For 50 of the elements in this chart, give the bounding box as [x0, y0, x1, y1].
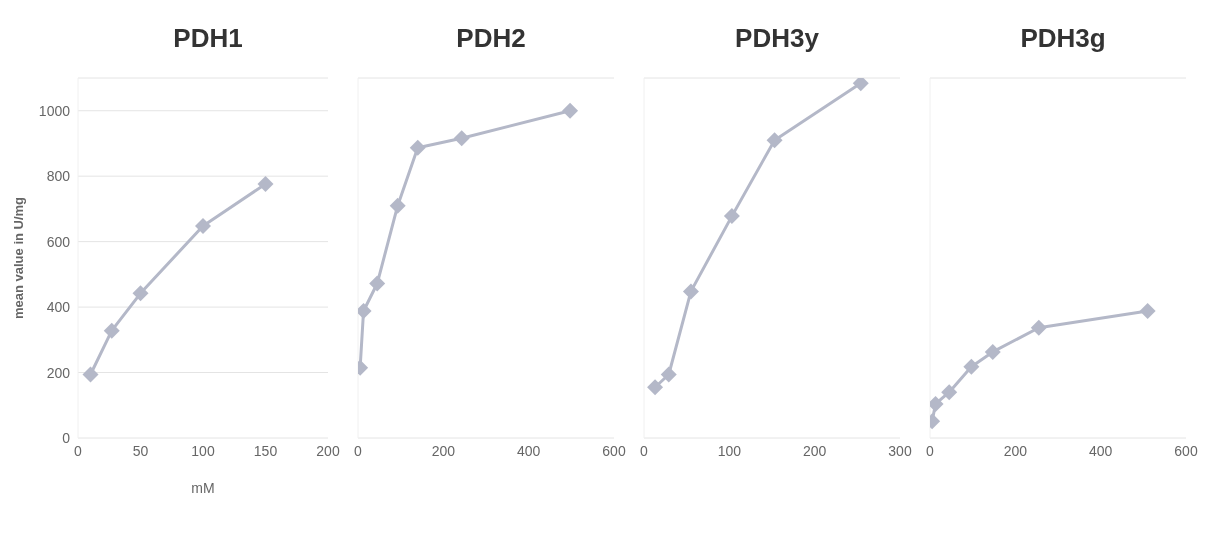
- point: [963, 358, 980, 375]
- x-tick-label: 0: [926, 442, 935, 459]
- x-tick-label: 100: [191, 442, 215, 459]
- x-tick-label: 200: [316, 442, 340, 459]
- x-tick-label: 300: [888, 442, 912, 459]
- point: [647, 379, 664, 396]
- point: [562, 102, 579, 119]
- x-tick-label: 0: [640, 442, 649, 459]
- point: [257, 176, 274, 193]
- x-axis-title: mM: [191, 480, 215, 496]
- point: [409, 139, 426, 156]
- x-tick-label: 0: [74, 442, 83, 459]
- y-tick-label: 600: [46, 233, 71, 250]
- point: [389, 197, 406, 214]
- point: [941, 384, 958, 401]
- y-tick-label: 0: [62, 429, 71, 446]
- x-tick-label: 200: [802, 442, 827, 459]
- x-tick-label: 600: [602, 442, 626, 459]
- x-tick-label: 150: [253, 442, 278, 459]
- chart-title: PDH2: [455, 22, 527, 55]
- x-tick-label: 0: [354, 442, 363, 459]
- point: [984, 343, 1001, 360]
- x-tick-label: 100: [717, 442, 742, 459]
- y-axis-title: mean value in U/mg: [10, 196, 26, 320]
- x-tick-label: 600: [1174, 442, 1198, 459]
- point: [660, 366, 677, 383]
- point: [682, 283, 699, 300]
- x-tick-label: 50: [132, 442, 149, 459]
- x-tick-label: 400: [516, 442, 541, 459]
- point: [369, 275, 386, 292]
- point: [723, 208, 740, 225]
- point: [132, 285, 149, 302]
- point: [195, 217, 211, 234]
- point: [103, 322, 120, 339]
- y-tick-label: 400: [46, 299, 71, 316]
- x-tick-label: 200: [431, 442, 456, 459]
- x-tick-label: 400: [1088, 442, 1113, 459]
- y-tick-label: 1000: [38, 102, 71, 119]
- chart-title: PDH1: [172, 22, 244, 55]
- point: [1030, 319, 1047, 336]
- point: [1139, 303, 1156, 320]
- point: [852, 78, 869, 92]
- x-tick-label: 200: [1003, 442, 1028, 459]
- chart-title: PDH3g: [1019, 22, 1107, 55]
- point: [453, 130, 470, 147]
- chart-title: PDH3y: [734, 22, 820, 55]
- y-tick-label: 200: [46, 364, 71, 381]
- point: [82, 366, 99, 383]
- y-tick-label: 800: [46, 168, 71, 185]
- point: [766, 132, 783, 149]
